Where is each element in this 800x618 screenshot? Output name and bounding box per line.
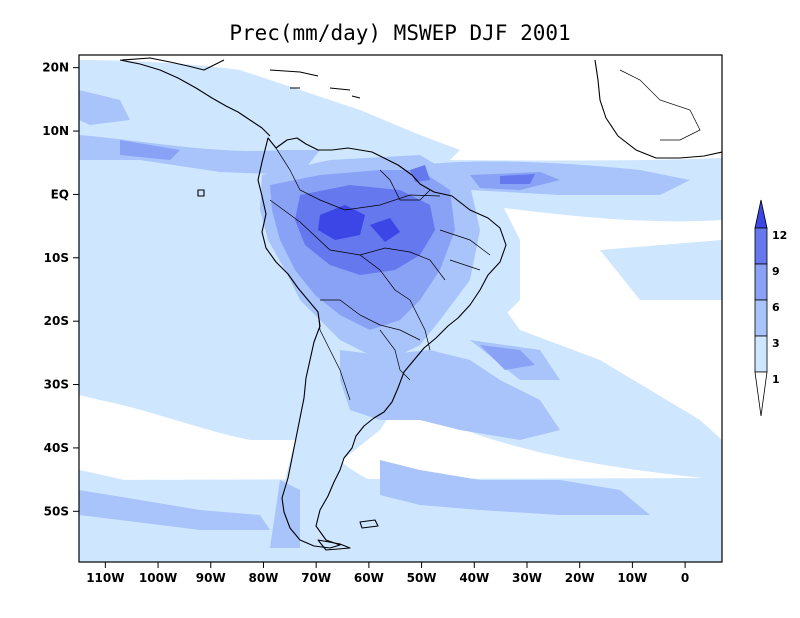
country-border-line	[275, 147, 441, 211]
precip-level-9-fill	[295, 185, 435, 275]
colorbar-bottom-triangle	[754, 371, 768, 417]
map-title: Prec(mm/day) MSWEP DJF 2001	[229, 21, 570, 45]
country-border-line	[317, 311, 351, 401]
y-tick-label: 50S	[44, 504, 69, 518]
x-tick-label: 110W	[86, 571, 124, 585]
y-tick-label: 10S	[44, 251, 69, 265]
colorbar-label-12: 12	[772, 229, 787, 242]
colorbar-segment-9-12	[754, 227, 768, 265]
precip-level-9-fill	[500, 174, 535, 184]
precip-level-1-fill	[600, 240, 722, 300]
tierra-del-fuego	[317, 539, 351, 551]
country-borders	[269, 69, 701, 401]
x-tick-label: 20W	[565, 571, 595, 585]
country-border-line	[379, 169, 431, 201]
africa-coast	[594, 59, 722, 159]
x-tick-label: 40W	[459, 571, 489, 585]
y-tick-label: 30S	[44, 378, 69, 392]
y-tick-label: EQ	[51, 187, 69, 201]
precip-level-3-fill	[380, 460, 650, 515]
falkland-islands	[359, 519, 379, 529]
precip-level-6-fill	[120, 140, 180, 160]
y-tick-label: 20S	[44, 314, 69, 328]
x-tick-label: 80W	[248, 571, 278, 585]
caribbean-islands	[269, 69, 361, 99]
country-border-line	[409, 299, 431, 351]
colorbar-segment-1-3	[754, 335, 768, 373]
colorbar-label-6: 6	[772, 301, 780, 314]
south-america-coast	[257, 137, 507, 549]
x-tick-label: 30W	[512, 571, 542, 585]
precip-level-1-fill	[79, 60, 460, 172]
x-tick-label: 0	[681, 571, 689, 585]
x-axis-ticks: 110W 100W 90W 80W 70W 60W 50W 40W 30W 20W 10W 0	[86, 562, 689, 585]
colorbar-segment-3-6	[754, 299, 768, 337]
coastlines	[119, 57, 722, 551]
precip-level-3-fill	[79, 490, 270, 530]
colorbar-label-9: 9	[772, 265, 780, 278]
x-tick-label: 60W	[354, 571, 384, 585]
precip-level-12-fill	[370, 218, 400, 242]
country-border-line	[320, 299, 421, 341]
x-tick-label: 70W	[301, 571, 331, 585]
y-tick-label: 40S	[44, 441, 69, 455]
precip-level-6-fill	[480, 345, 535, 370]
galapagos-islands	[197, 189, 205, 197]
map-area	[79, 55, 722, 562]
colorbar-top-triangle	[754, 199, 768, 229]
colorbar: 12 9 6 3 1	[754, 199, 787, 417]
y-tick-label: 20N	[42, 61, 69, 75]
colorbar-label-3: 3	[772, 337, 780, 350]
colorbar-label-1: 1	[772, 373, 780, 386]
map-frame	[78, 54, 723, 563]
country-border-line	[359, 247, 446, 281]
y-tick-label: 10N	[42, 124, 69, 138]
precip-level-12-fill	[318, 205, 365, 240]
central-america-coast-north	[121, 57, 225, 71]
central-america-coast	[119, 59, 271, 137]
precip-level-3-fill	[79, 90, 130, 125]
country-border-line	[439, 229, 491, 271]
x-tick-label: 50W	[407, 571, 437, 585]
y-axis-ticks: 20N 10N EQ 10S 20S 30S 40S 50S	[42, 61, 79, 518]
country-border-line	[619, 69, 701, 141]
precip-level-3-fill	[340, 350, 560, 440]
country-border-line	[379, 329, 411, 381]
x-tick-label: 10W	[617, 571, 647, 585]
x-tick-label: 90W	[196, 571, 226, 585]
x-tick-label: 100W	[139, 571, 177, 585]
colorbar-segment-6-9	[754, 263, 768, 301]
